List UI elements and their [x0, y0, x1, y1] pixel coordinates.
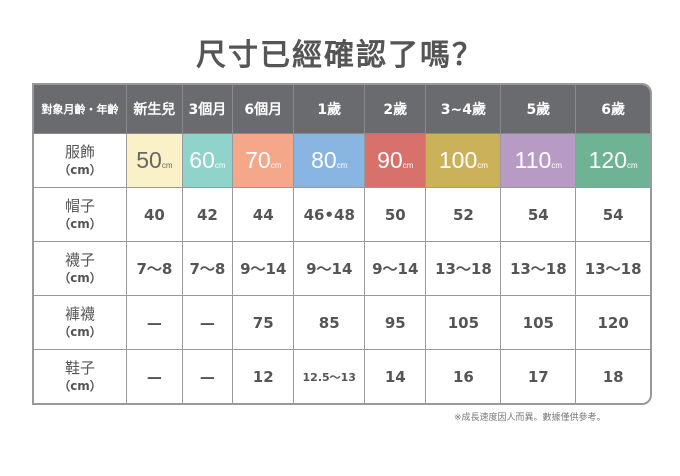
row-header: 鞋子 （cm）	[34, 350, 127, 403]
table-cell: —	[127, 296, 183, 350]
clothing-size-cell: 100cm	[426, 134, 502, 188]
size-unit: cm	[551, 161, 562, 170]
table-cell: 9～14	[365, 242, 427, 296]
footnote: ※成長速度因人而異。數據僅供參考。	[454, 413, 606, 423]
table-cell: 42	[182, 188, 234, 242]
table-cell: 7～8	[182, 242, 234, 296]
size-unit: cm	[477, 161, 488, 170]
row-label: 帽子	[64, 196, 95, 215]
table-cell: 95	[365, 296, 427, 350]
table-cell: 85	[294, 296, 366, 350]
table-cell: 13～18	[576, 242, 650, 296]
clothing-size-cell: 110cm	[501, 134, 577, 188]
table-row: 鞋子 （cm） — —12 12.5～13 14 16 17 18	[34, 350, 650, 403]
row-unit: （cm）	[58, 270, 102, 285]
size-value: 60	[189, 147, 215, 173]
table-cell: 13～18	[501, 242, 577, 296]
row-header: 帽子 （cm）	[34, 188, 127, 242]
row-label: 襪子	[64, 250, 95, 269]
table-cell: 105	[501, 296, 577, 350]
size-value: 90	[377, 147, 403, 173]
table-cell: 105	[426, 296, 502, 350]
table-cell: 16	[426, 350, 502, 403]
clothing-size-cell: 70cm	[233, 134, 295, 188]
size-unit: cm	[270, 161, 282, 170]
row-label: 褲襪	[64, 304, 95, 323]
page-title: 尺寸已經確認了嗎？	[196, 38, 484, 73]
table-cell: 17	[501, 350, 577, 403]
row-label: 服飾	[64, 142, 95, 161]
table-cell: 40	[127, 188, 183, 242]
table-cell: —	[183, 350, 234, 403]
table-cell: —	[182, 296, 234, 350]
row-unit: （cm）	[58, 216, 102, 231]
size-value: 100	[438, 147, 478, 173]
table-row: 襪子 （cm） 7～8 7～8 9～14 9～14 9～14 13～18 13～18 13～18	[34, 242, 650, 296]
row-label: 鞋子	[64, 358, 95, 377]
clothing-size-cell: 50cm	[127, 134, 183, 188]
clothing-size-cell: 120cm	[576, 134, 650, 188]
size-unit: cm	[161, 161, 173, 170]
table-cell: 54	[576, 188, 650, 242]
row-header: 襪子 （cm）	[34, 242, 127, 296]
table-cell: 13～18	[426, 242, 502, 296]
table-row: 帽子 （cm） 40 42 44 46•48 50 52 54 54	[34, 188, 650, 242]
size-unit: cm	[626, 161, 638, 170]
row-unit: （cm）	[58, 378, 102, 393]
table-cell: 50	[365, 188, 427, 242]
row-header: 褲襪 （cm）	[34, 296, 127, 350]
table-cell: 12	[233, 350, 295, 403]
row-header: 服飾 （cm）	[34, 134, 127, 188]
column-header: 6個月	[233, 85, 295, 134]
column-header: 1歲	[294, 85, 366, 134]
table-cell: —	[127, 350, 183, 403]
table-cell: 7～8	[127, 242, 183, 296]
table-cell: 46•48	[294, 188, 366, 242]
row-unit: （cm）	[58, 324, 102, 339]
table-cell: 12.5～13	[294, 350, 366, 403]
size-unit: cm	[214, 161, 226, 170]
table-cell: 14	[365, 350, 427, 403]
clothing-size-cell: 60cm	[182, 134, 234, 188]
table-cell: 54	[501, 188, 577, 242]
size-value: 50	[136, 147, 162, 173]
size-unit: cm	[402, 161, 414, 170]
column-header: 對象月齡・年齡	[34, 85, 127, 134]
column-header: 3個月	[182, 85, 234, 134]
clothing-size-cell: 90cm	[365, 134, 427, 188]
table-row: 服飾 （cm） 50cm 60cm 70cm 80cm 90cm 100cm 110cm 120c…	[34, 134, 650, 188]
size-value: 110	[514, 147, 552, 173]
size-value: 80	[311, 147, 337, 173]
table-cell: 120	[576, 296, 650, 350]
column-header: 5歲	[501, 85, 577, 134]
table-cell: 9～14	[294, 242, 366, 296]
table-cell: 9～14	[233, 242, 295, 296]
header-row: 對象月齡・年齡 新生兒 3個月 6個月 1歲 2歲 3~4歲 5歲 6歲	[34, 85, 650, 134]
size-unit: cm	[336, 161, 348, 170]
table-row: 褲襪 （cm） — —75 85 95 105 105 120	[34, 296, 650, 350]
table-cell: 75	[233, 296, 295, 350]
table-cell: 44	[233, 188, 295, 242]
size-value: 120	[588, 147, 627, 173]
table-cell: 52	[426, 188, 502, 242]
size-value: 70	[245, 147, 271, 173]
column-header: 3~4歲	[426, 85, 502, 134]
clothing-size-cell: 80cm	[294, 134, 366, 188]
table-cell: 18	[602, 367, 624, 386]
column-header: 6歲	[576, 85, 650, 134]
column-header: 2歲	[365, 85, 427, 134]
row-unit: （cm）	[58, 162, 102, 177]
size-table: 對象月齡・年齡 新生兒 3個月 6個月 1歲 2歲 3~4歲 5歲 6歲 服飾 （cm） 50cm 6…	[32, 83, 652, 405]
column-header: 新生兒	[127, 85, 183, 134]
